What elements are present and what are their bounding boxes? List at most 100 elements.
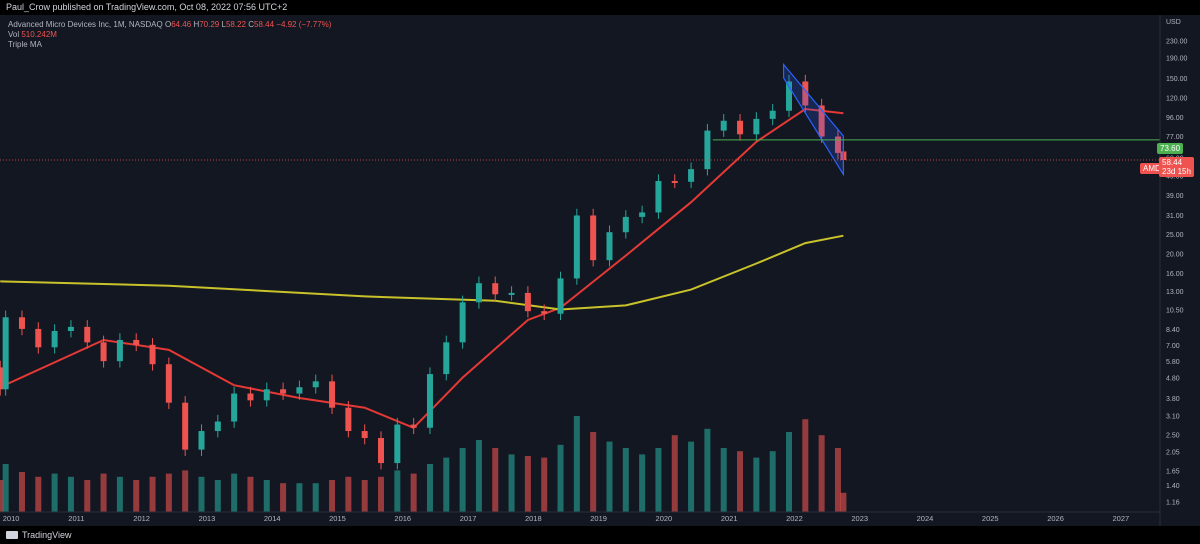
candle [753,118,760,135]
volume-bar [312,483,319,512]
candle [557,278,564,314]
candle [459,302,466,343]
x-tick-label: 2027 [1112,514,1129,523]
short-moving-average [0,107,844,429]
volume-bar [18,472,25,512]
legend-high-label: H [193,20,200,29]
x-tick-label: 2025 [982,514,999,523]
x-tick-label: 2019 [590,514,607,523]
candle [606,232,613,261]
volume-bar [671,435,678,512]
volume-bar [394,470,401,512]
x-tick-label: 2018 [525,514,542,523]
volume-bar [2,464,9,512]
y-tick-label: 1.16 [1166,499,1180,506]
candle [18,317,25,329]
volume-bar [769,451,776,512]
candle [737,120,744,135]
candle [198,431,205,450]
legend-low-label: L [221,20,226,29]
volume-bar [247,476,254,512]
candle [280,389,287,394]
volume-bar [149,476,156,512]
y-tick-label: 1.65 [1166,469,1180,476]
volume-bar [214,480,221,512]
candle [100,342,107,362]
x-tick-label: 2021 [721,514,738,523]
countdown: 23d 15h [1162,167,1191,176]
candle [51,331,58,348]
legend-volume-row[interactable]: Vol 510.242M [8,30,57,39]
candle [410,424,417,428]
candle [182,402,189,450]
volume-bar [524,456,531,512]
volume-bar [508,454,515,512]
y-tick-label: 2.05 [1166,450,1180,457]
y-tick-label: 230.00 [1166,39,1188,46]
x-tick-label: 2010 [3,514,20,523]
volume-bar [345,476,352,512]
candle [0,367,4,390]
volume-bar [818,435,825,512]
candles [0,74,847,470]
candle [769,110,776,119]
last-price: 58.44 [1162,158,1183,167]
legend-volume-value: 510.242M [21,30,57,39]
legend-open-label: O [164,20,172,29]
volume-bar [606,441,613,512]
candle [671,181,678,184]
volume-bar [737,451,744,512]
tradingview-logo-icon [6,531,18,539]
volume-bar [51,473,58,512]
y-tick-label: 20.00 [1166,251,1184,258]
y-tick-label: 16.00 [1166,271,1184,278]
y-tick-label: 2.50 [1166,432,1180,439]
volume-bar [133,480,140,512]
volume-bar [786,432,793,512]
volume-bar [67,476,74,512]
x-tick-label: 2012 [133,514,150,523]
tradingview-logo[interactable]: TradingView [6,530,72,540]
y-tick-label: 7.00 [1166,343,1180,350]
volume-bar [263,480,270,512]
candle [834,136,841,153]
candle [492,283,499,295]
level-price: 73.60 [1160,144,1181,153]
x-tick-label: 2016 [394,514,411,523]
volume-bar [459,448,466,512]
legend-open: 64.46 [171,20,192,29]
last-price-tag: 58.44 23d 15h [1159,157,1194,177]
y-tick-label: 39.00 [1166,193,1184,200]
x-tick-label: 2023 [851,514,868,523]
volume-bar [198,476,205,512]
y-tick-label: 4.80 [1166,376,1180,383]
candle [165,364,172,403]
candle [541,311,548,314]
legend-symbol-row: Advanced Micro Devices Inc, 1M, NASDAQ O… [8,20,331,29]
ticker-tag: AMD [1140,163,1164,174]
price-chart[interactable]: USD230.00190.00150.00120.0096.0077.0060.… [0,15,1200,526]
legend-low: 58.22 [225,20,246,29]
legend-volume-label: Vol [8,30,20,39]
y-tick-label: 25.00 [1166,232,1184,239]
volume-bar [492,448,499,512]
y-tick-label: 13.00 [1166,289,1184,296]
volume-bar [361,480,368,512]
y-tick-label: 31.00 [1166,213,1184,220]
x-tick-label: 2022 [786,514,803,523]
volume-bar [182,470,189,512]
volume-bar [410,473,417,512]
legend-symbol: Advanced Micro Devices Inc, 1M, NASDAQ [8,20,163,29]
volume-bar [443,457,450,512]
y-tick-label: 10.50 [1166,307,1184,314]
volume-bar [475,440,482,512]
y-tick-label: 77.00 [1166,134,1184,141]
x-tick-label: 2017 [460,514,477,523]
level-price-tag: 73.60 [1157,143,1184,154]
legend-indicator-row[interactable]: Triple MA [8,40,42,49]
brand-name: TradingView [22,530,72,540]
volume-bar [231,473,238,512]
candle [394,424,401,464]
legend-close: 58.44 [254,20,275,29]
candle [786,81,793,111]
